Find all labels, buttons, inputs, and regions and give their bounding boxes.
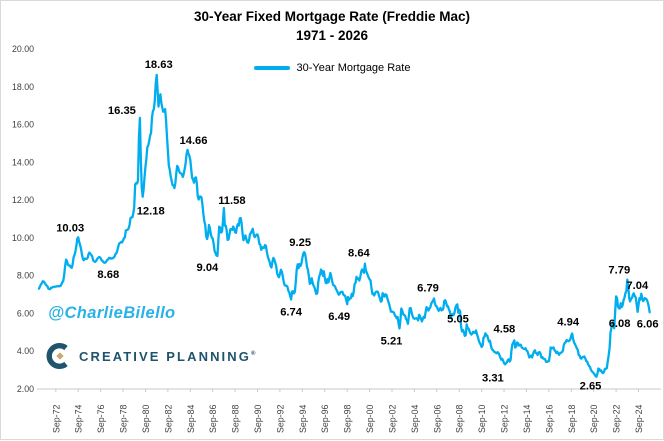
x-axis-tick-label: Sep-22	[612, 405, 622, 433]
legend: 30-Year Mortgage Rate	[1, 62, 663, 74]
data-label-4.58: 4.58	[494, 323, 516, 335]
x-axis	[37, 388, 661, 392]
chart-subtitle: 1971 - 2026	[295, 28, 369, 43]
x-axis-tick-label: Sep-90	[253, 405, 263, 433]
data-label-9.04: 9.04	[197, 262, 220, 274]
y-axis-tick-label: 16.00	[12, 120, 34, 130]
x-axis-tick-label: Sep-06	[432, 405, 442, 433]
x-axis-tick-label: Sep-88	[231, 405, 241, 433]
data-label-8.68: 8.68	[97, 269, 119, 281]
data-label-5.05: 5.05	[447, 313, 469, 325]
data-label-6.06: 6.06	[637, 318, 659, 330]
y-axis-tick-label: 14.00	[12, 157, 34, 167]
data-label-14.66: 14.66	[180, 135, 208, 147]
title-block: 30-Year Fixed Mortgage Rate (Freddie Mac…	[1, 7, 663, 45]
data-label-8.64: 8.64	[348, 248, 371, 260]
data-label-9.25: 9.25	[289, 237, 311, 249]
x-axis-tick-label: Sep-96	[320, 405, 330, 433]
data-label-6.08: 6.08	[609, 318, 631, 330]
x-axis-tick-label: Sep-72	[51, 405, 61, 433]
x-axis-tick-label: Sep-82	[163, 405, 173, 433]
data-label-12.18: 12.18	[137, 206, 165, 218]
data-label-2.65: 2.65	[580, 381, 602, 393]
y-axis-tick-label: 18.00	[12, 82, 34, 92]
x-axis-tick-label: Sep-98	[343, 405, 353, 433]
x-axis-tick-label: Sep-20	[589, 405, 599, 433]
x-axis-tick-label: Sep-00	[365, 405, 375, 433]
data-label-16.35: 16.35	[108, 105, 136, 117]
data-label-5.21: 5.21	[381, 335, 403, 347]
legend-label: 30-Year Mortgage Rate	[296, 62, 411, 74]
creative-planning-logo: CREATIVE PLANNING®	[45, 343, 258, 369]
y-axis-tick-label: 2.00	[17, 384, 34, 394]
data-label-3.31: 3.31	[482, 372, 504, 384]
y-axis-tick-label: 8.00	[17, 271, 34, 281]
creative-planning-text: CREATIVE PLANNING®	[79, 348, 258, 364]
data-label-6.74: 6.74	[280, 307, 303, 319]
x-axis-tick-label: Sep-04	[410, 405, 420, 433]
trademark-symbol: ®	[250, 350, 258, 357]
data-label-6.79: 6.79	[417, 283, 439, 295]
x-axis-labels: Sep-72 Sep-74 Sep-76 Sep-78 Sep-80 Sep-82 Sep-…	[51, 405, 644, 433]
data-label-6.49: 6.49	[328, 311, 350, 323]
y-axis-tick-label: 6.00	[17, 308, 34, 318]
x-axis-tick-label: Sep-80	[141, 405, 151, 433]
data-label-11.58: 11.58	[218, 195, 245, 207]
x-axis-tick-label: Sep-84	[186, 405, 196, 433]
chart-title: 30-Year Fixed Mortgage Rate (Freddie Mac…	[193, 9, 471, 24]
data-label-18.63: 18.63	[145, 59, 173, 71]
x-axis-tick-label: Sep-08	[455, 405, 465, 433]
x-axis-tick-label: Sep-86	[208, 405, 218, 433]
x-axis-tick-label: Sep-74	[74, 405, 84, 433]
mortgage-rate-line	[37, 73, 651, 378]
data-label-7.79: 7.79	[608, 265, 630, 277]
x-axis-tick-label: Sep-78	[119, 405, 129, 433]
x-axis-tick-label: Sep-76	[96, 405, 106, 433]
y-axis-tick-label: 4.00	[17, 346, 34, 356]
x-axis-tick-label: Sep-02	[387, 405, 397, 433]
data-label-4.94: 4.94	[557, 317, 580, 329]
x-axis-tick-label: Sep-16	[544, 405, 554, 433]
x-axis-tick-label: Sep-24	[634, 405, 644, 433]
y-axis-labels: 2.00 4.00 6.00 8.00 10.00 12.00 14.00 16.00 18.0…	[12, 44, 34, 394]
x-axis-tick-label: Sep-18	[567, 405, 577, 433]
creative-planning-icon	[46, 343, 68, 369]
x-axis-tick-label: Sep-10	[477, 405, 487, 433]
watermark: @CharlieBilello	[48, 304, 176, 322]
y-axis-tick-label: 10.00	[12, 233, 34, 243]
y-axis-tick-label: 20.00	[12, 44, 34, 54]
x-axis-tick-label: Sep-94	[298, 405, 308, 433]
point-labels: 10.03 8.68 16.35 12.18 18.63 14.66 9.04 11.58 6.…	[56, 59, 658, 393]
legend-line-swatch	[253, 66, 290, 70]
y-axis-tick-label: 12.00	[12, 195, 34, 205]
data-label-7.04: 7.04	[626, 280, 649, 292]
data-label-10.03: 10.03	[56, 222, 84, 234]
x-axis-tick-label: Sep-12	[500, 405, 510, 433]
x-axis-tick-label: Sep-14	[522, 405, 532, 433]
x-axis-tick-label: Sep-92	[275, 405, 285, 433]
